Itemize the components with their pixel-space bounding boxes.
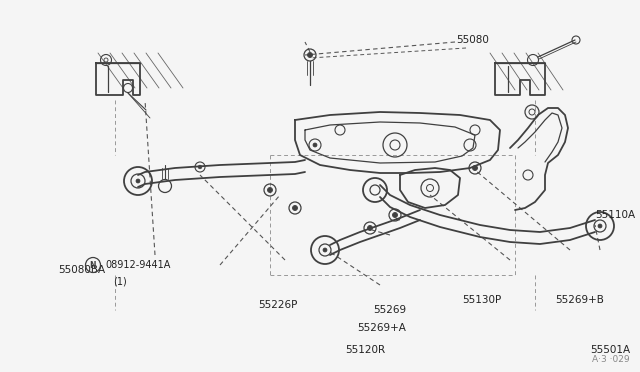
Text: 55269+B: 55269+B: [555, 295, 604, 305]
Text: 55501A: 55501A: [590, 345, 630, 355]
Text: 55080: 55080: [456, 35, 489, 45]
Text: 55130P: 55130P: [462, 295, 501, 305]
Text: 55269+A: 55269+A: [357, 323, 406, 333]
Text: 55269: 55269: [373, 305, 406, 315]
Circle shape: [313, 143, 317, 147]
Text: (1): (1): [113, 277, 127, 287]
Circle shape: [392, 212, 397, 218]
Circle shape: [307, 52, 312, 58]
Circle shape: [323, 248, 327, 252]
Text: A·3 ·029: A·3 ·029: [593, 355, 630, 364]
Circle shape: [136, 179, 140, 183]
Text: N: N: [90, 260, 96, 269]
Text: 55226P: 55226P: [258, 300, 298, 310]
Circle shape: [472, 166, 477, 170]
Circle shape: [367, 225, 372, 231]
Circle shape: [598, 224, 602, 228]
Text: 08912-9441A: 08912-9441A: [105, 260, 170, 270]
Text: 55120R: 55120R: [345, 345, 385, 355]
Circle shape: [292, 205, 298, 211]
Text: 55110A: 55110A: [595, 210, 635, 220]
Text: 55080BA: 55080BA: [58, 265, 105, 275]
Circle shape: [198, 165, 202, 169]
Circle shape: [268, 187, 273, 192]
